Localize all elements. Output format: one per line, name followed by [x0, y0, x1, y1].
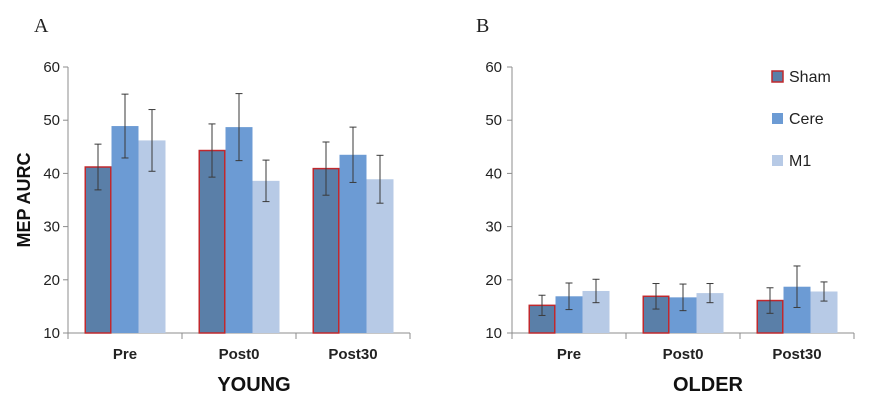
legend-swatch-cere — [772, 113, 783, 124]
panel-0-bar-s1-c1 — [225, 127, 253, 333]
panel-1-category-label: Post0 — [663, 346, 704, 363]
panel-1-y-tick-label: 30 — [485, 219, 502, 236]
panel-0-bar-s2-c2 — [366, 179, 394, 333]
panel-0-category-label: Post30 — [328, 346, 377, 363]
panel-1-y-tick-label: 10 — [485, 325, 502, 342]
panel-0-x-title: YOUNG — [217, 374, 290, 396]
legend-swatch-m1 — [772, 155, 783, 166]
panel-0-y-tick-label: 40 — [43, 165, 60, 182]
panel-0-bar-s2-c1 — [252, 180, 280, 333]
panel-0-bar-s0-c1 — [198, 149, 226, 334]
legend-label-m1: M1 — [789, 153, 811, 170]
panel-0-bar-s0-c0 — [84, 166, 112, 334]
panel-0-y-tick-label: 50 — [43, 112, 60, 129]
panel-0-bar-s2-c0 — [138, 140, 166, 333]
legend-label-sham: Sham — [789, 69, 831, 86]
panel-0-category-label: Pre — [113, 346, 137, 363]
panel-0-category-label: Post0 — [219, 346, 260, 363]
panel-1-letter: B — [476, 15, 489, 37]
panel-1-category-label: Pre — [557, 346, 581, 363]
panel-0-y-tick-label: 10 — [43, 325, 60, 342]
panel-0-y-tick-label: 20 — [43, 272, 60, 289]
panel-1-y-tick-label: 50 — [485, 112, 502, 129]
legend-label-cere: Cere — [789, 111, 824, 128]
legend-swatch-sham — [771, 70, 784, 83]
panel-0-y-title: MEP AURC — [14, 152, 34, 247]
panel-0-bar-s1-c0 — [111, 126, 139, 333]
panel-0-bar-s0-c2 — [312, 167, 340, 334]
panel-1-x-title: OLDER — [673, 374, 744, 396]
panel-0-bar-s1-c2 — [339, 154, 367, 333]
panel-1-category-label: Post30 — [772, 346, 821, 363]
panel-0-y-tick-label: 30 — [43, 219, 60, 236]
panel-1-y-tick-label: 40 — [485, 165, 502, 182]
panel-0-letter: A — [34, 15, 49, 37]
panel-1-y-tick-label: 60 — [485, 59, 502, 76]
panel-1-y-tick-label: 20 — [485, 272, 502, 289]
panel-0-y-tick-label: 60 — [43, 59, 60, 76]
